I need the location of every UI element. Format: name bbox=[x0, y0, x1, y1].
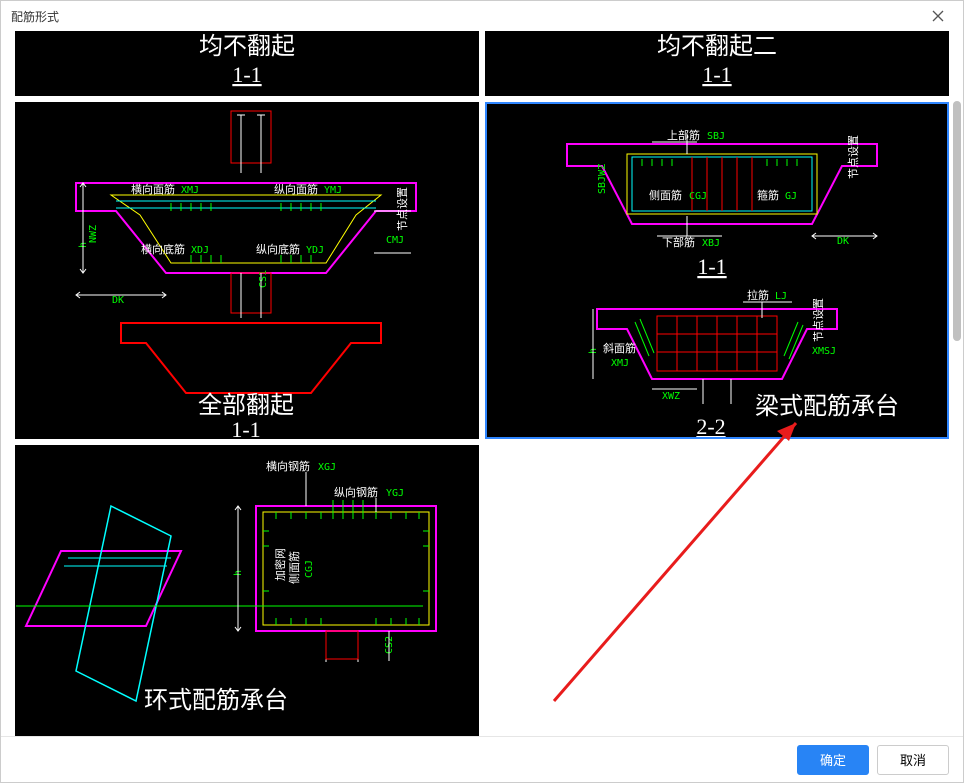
close-button[interactable] bbox=[923, 1, 953, 31]
dialog-footer: 确定 取消 bbox=[1, 736, 963, 782]
svg-text:纵向钢筋: 纵向钢筋 bbox=[334, 485, 378, 499]
svg-text:拉筋: 拉筋 bbox=[747, 288, 769, 302]
svg-text:2-2: 2-2 bbox=[696, 414, 725, 439]
svg-text:纵向面筋: 纵向面筋 bbox=[274, 182, 318, 196]
dialog-window: 配筋形式 均不翻起 1-1 均不翻起二 1-1 bbox=[0, 0, 964, 783]
vertical-scrollbar[interactable] bbox=[953, 71, 961, 686]
svg-text:CGJ: CGJ bbox=[304, 560, 315, 578]
svg-text:YMJ: YMJ bbox=[324, 185, 342, 196]
svg-text:纵向底筋: 纵向底筋 bbox=[256, 242, 300, 256]
section-label: 1-1 bbox=[702, 62, 731, 87]
svg-text:下部筋: 下部筋 bbox=[662, 235, 695, 249]
dialog-title: 配筋形式 bbox=[11, 8, 59, 25]
svg-text:加密网: 加密网 bbox=[273, 548, 287, 581]
cancel-button[interactable]: 取消 bbox=[877, 745, 949, 775]
options-grid: 均不翻起 1-1 均不翻起二 1-1 bbox=[15, 31, 949, 732]
diagram-full-flip: 横向面筋 XMJ 纵向面筋 YMJ 横向底筋 XDJ 纵向底筋 YDJ CMJ DK N… bbox=[16, 103, 476, 439]
svg-text:XMJ: XMJ bbox=[611, 358, 629, 369]
option-panel-beam-rebar[interactable]: 上部筋SBJ 侧面筋CGJ 箍筋GJ 下部筋XBJ DK SBJWZ 节点设置 … bbox=[485, 102, 949, 439]
section-label: 1-1 bbox=[232, 62, 261, 87]
dialog-body: 均不翻起 1-1 均不翻起二 1-1 bbox=[1, 31, 963, 736]
svg-text:LJ: LJ bbox=[775, 291, 787, 302]
svg-text:横向钢筋: 横向钢筋 bbox=[266, 459, 310, 473]
option-panel-ring-rebar[interactable]: 横向钢筋XGJ 纵向钢筋YGJ 加密网 侧面筋 CGJ h CS2 bbox=[15, 445, 479, 736]
svg-text:侧面筋: 侧面筋 bbox=[287, 551, 301, 584]
svg-text:XBJ: XBJ bbox=[702, 238, 720, 249]
svg-text:节点设置: 节点设置 bbox=[847, 135, 860, 179]
svg-text:NWZ: NWZ bbox=[88, 225, 99, 243]
diagram-beam-rebar: 上部筋SBJ 侧面筋CGJ 箍筋GJ 下部筋XBJ DK SBJWZ 节点设置 … bbox=[487, 104, 947, 439]
svg-text:环式配筋承台: 环式配筋承台 bbox=[144, 687, 288, 714]
svg-text:XMJ: XMJ bbox=[181, 185, 199, 196]
svg-text:GJ: GJ bbox=[785, 191, 797, 202]
svg-text:箍筋: 箍筋 bbox=[757, 188, 779, 202]
svg-text:上部筋: 上部筋 bbox=[667, 128, 700, 142]
svg-text:横向面筋: 横向面筋 bbox=[131, 182, 175, 196]
svg-text:XDJ: XDJ bbox=[191, 245, 209, 256]
ok-button[interactable]: 确定 bbox=[797, 745, 869, 775]
svg-text:XWZ: XWZ bbox=[662, 391, 680, 402]
svg-text:全部翻起: 全部翻起 bbox=[198, 392, 294, 419]
panel-title: 均不翻起 bbox=[199, 33, 295, 60]
panel-title: 均不翻起二 bbox=[657, 33, 777, 60]
svg-text:1-1: 1-1 bbox=[697, 254, 726, 279]
empty-cell bbox=[485, 445, 949, 736]
option-panel-top-right[interactable]: 均不翻起二 1-1 bbox=[485, 31, 949, 96]
svg-text:SBJWZ: SBJWZ bbox=[597, 164, 608, 194]
option-panel-top-left[interactable]: 均不翻起 1-1 bbox=[15, 31, 479, 96]
svg-text:节点设置: 节点设置 bbox=[396, 187, 409, 231]
svg-text:YGJ: YGJ bbox=[386, 488, 404, 499]
svg-text:CGJ: CGJ bbox=[689, 191, 707, 202]
svg-text:DK: DK bbox=[837, 236, 849, 247]
svg-text:SBJ: SBJ bbox=[707, 131, 725, 142]
title-bar: 配筋形式 bbox=[1, 1, 963, 31]
svg-text:节点设置: 节点设置 bbox=[812, 298, 825, 342]
svg-text:CMJ: CMJ bbox=[386, 235, 404, 246]
scroll-thumb[interactable] bbox=[953, 101, 961, 341]
svg-text:横向底筋: 横向底筋 bbox=[141, 242, 185, 256]
svg-text:YDJ: YDJ bbox=[306, 245, 324, 256]
option-panel-full-flip[interactable]: 横向面筋 XMJ 纵向面筋 YMJ 横向底筋 XDJ 纵向底筋 YDJ CMJ DK N… bbox=[15, 102, 479, 439]
svg-text:斜面筋: 斜面筋 bbox=[603, 341, 636, 355]
close-icon bbox=[932, 10, 944, 22]
svg-text:XMSJ: XMSJ bbox=[812, 346, 836, 357]
svg-text:XGJ: XGJ bbox=[318, 462, 336, 473]
svg-text:梁式配筋承台: 梁式配筋承台 bbox=[755, 393, 899, 420]
svg-text:DK: DK bbox=[112, 295, 124, 306]
svg-text:1-1: 1-1 bbox=[231, 417, 260, 439]
diagram-ring-rebar: 横向钢筋XGJ 纵向钢筋YGJ 加密网 侧面筋 CGJ h CS2 bbox=[16, 446, 476, 736]
svg-text:侧面筋: 侧面筋 bbox=[649, 188, 682, 202]
